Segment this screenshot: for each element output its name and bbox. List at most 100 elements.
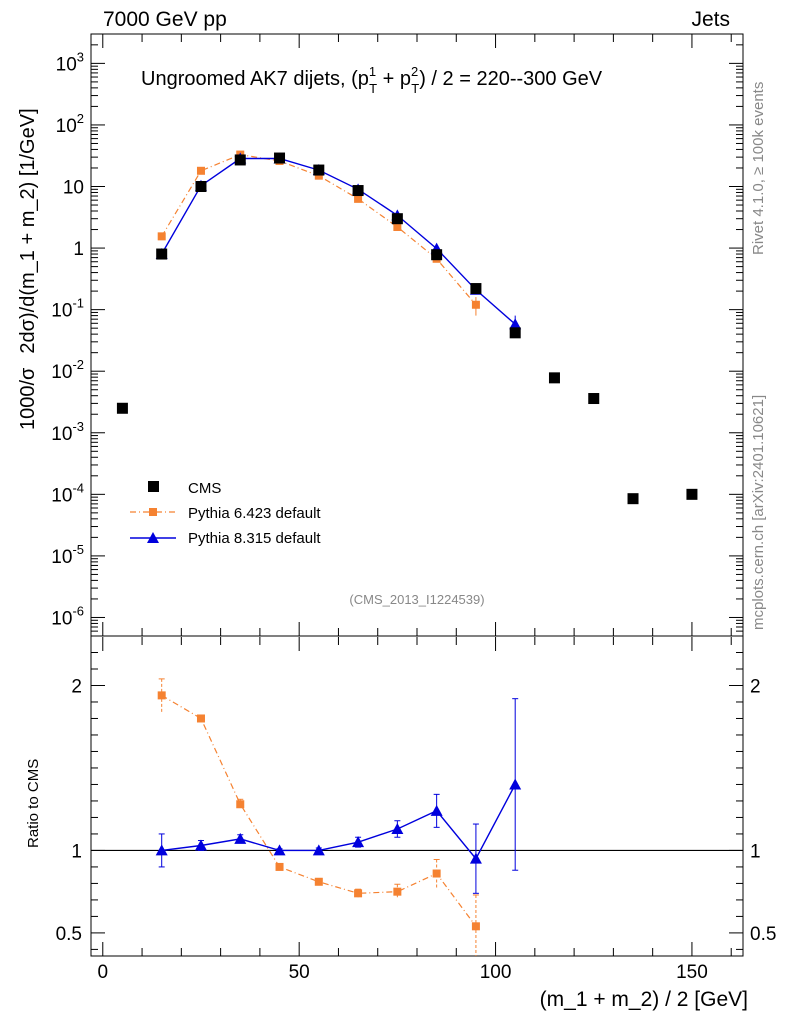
- y-tick-label-base: 10: [51, 362, 72, 383]
- py6-point: [196, 166, 205, 175]
- main-title-sub1: T: [369, 81, 377, 96]
- y-tick-label: 1: [73, 239, 84, 260]
- py6-point: [314, 171, 323, 180]
- mcplots-label: mcplots.cern.ch [arXiv:2401.10621]: [750, 395, 767, 630]
- y-tick-label: 10-4: [51, 480, 84, 506]
- y-tick-label-exp: -5: [72, 542, 84, 557]
- ratio-py8-point: [352, 836, 365, 848]
- main-y-label-a: 1000/σ: [17, 367, 39, 430]
- y-tick-label-base: 10: [56, 116, 77, 137]
- y-tick-label-base: 10: [63, 178, 84, 199]
- py8-series-line: [161, 157, 516, 325]
- ratio-py6-point: [393, 887, 402, 896]
- main-title-mid: + p: [377, 68, 411, 90]
- x-axis-ticks: 0 50 100 150: [97, 34, 732, 983]
- main-y-axis-label: 1000/σ 2dσ)/d(m_1 + m_2) [1/GeV]: [17, 108, 39, 430]
- py8-point: [509, 318, 522, 330]
- ratio-py8-point: [194, 839, 207, 851]
- y-tick-label: 10: [63, 178, 84, 199]
- ratio-py6-point: [432, 869, 441, 878]
- cms-point: [548, 372, 560, 384]
- cms-point: [195, 181, 207, 193]
- ratio-py8-point: [155, 844, 168, 856]
- ratio-py8-point: [391, 822, 404, 834]
- x-tick-label: 50: [289, 962, 310, 983]
- legend-py6-marker: [149, 508, 157, 516]
- cms-point: [234, 154, 246, 166]
- ratio-data-layer: [155, 678, 522, 956]
- cms-point: [313, 164, 325, 176]
- y-tick-label-base: 10: [51, 485, 72, 506]
- cms-point: [509, 327, 521, 339]
- y-tick-label-exp: -1: [72, 296, 84, 311]
- ratio-py6-point: [275, 862, 284, 871]
- y-tick-label-exp: -4: [72, 480, 84, 495]
- ratio-py6-point: [236, 800, 245, 809]
- ratio-py6-point: [157, 691, 166, 700]
- cms-point: [116, 402, 128, 414]
- ratio-py8-point: [312, 844, 325, 856]
- ratio-py8-line: [161, 784, 516, 860]
- ratio-py6-point: [196, 714, 205, 723]
- main-title-sup2: 2: [411, 64, 418, 79]
- main-title-post: ) / 2 = 220--300 GeV: [419, 68, 603, 90]
- y-tick-label: 10-5: [51, 542, 84, 568]
- ratio-py6-point: [314, 877, 323, 886]
- ratio-py8-point: [509, 778, 522, 790]
- legend-cms-label: CMS: [188, 480, 221, 497]
- legend-py8-label: Pythia 8.315 default: [188, 530, 321, 547]
- cms-point: [686, 488, 698, 500]
- y-tick-label-base: 10: [51, 608, 72, 629]
- ratio-y-tick-label-right: 2: [750, 676, 761, 697]
- ratio-py6-point: [471, 922, 480, 931]
- ratio-y-tick-label-left: 2: [71, 676, 82, 697]
- y-tick-label-base: 10: [51, 301, 72, 322]
- y-tick-label: 10-6: [51, 603, 84, 629]
- legend-py6-label: Pythia 6.423 default: [188, 505, 321, 522]
- header-left: 7000 GeV pp: [103, 8, 227, 31]
- ratio-py6-line: [161, 694, 477, 927]
- cms-point: [431, 249, 443, 261]
- y-tick-label-exp: 3: [77, 49, 84, 64]
- ratio-y-tick-label-right: 0.5: [750, 924, 776, 945]
- main-title-sub2: T: [411, 81, 419, 96]
- main-data-layer: [116, 150, 698, 505]
- legend: CMS Pythia 6.423 default Pythia 8.315 de…: [130, 480, 321, 547]
- ratio-py8-point: [234, 832, 247, 844]
- y-tick-label: 10-2: [51, 357, 84, 383]
- legend-cms-marker: [148, 481, 159, 492]
- cms-point: [391, 213, 403, 225]
- ratio-y-tick-label-left: 1: [71, 841, 82, 862]
- cms-point: [627, 493, 639, 505]
- py6-point: [393, 222, 402, 231]
- x-tick-label: 150: [676, 962, 708, 983]
- cms-point: [274, 152, 286, 164]
- y-tick-label: 10-3: [51, 419, 84, 445]
- y-tick-label-exp: -2: [72, 357, 84, 372]
- main-title-pre: Ungroomed AK7 dijets, (p: [141, 68, 369, 90]
- ratio-py8-point: [273, 844, 286, 856]
- y-tick-label-base: 1: [73, 239, 84, 260]
- y-tick-label: 103: [56, 49, 84, 75]
- y-tick-label-exp: -3: [72, 419, 84, 434]
- x-tick-label: 0: [97, 962, 108, 983]
- ratio-y-axis-label: Ratio to CMS: [25, 759, 42, 848]
- py6-point: [354, 194, 363, 203]
- legend-py8-marker: [147, 532, 159, 543]
- y-tick-label-base: 10: [51, 424, 72, 445]
- ratio-y-tick-label-right: 1: [750, 841, 761, 862]
- y-tick-label-base: 10: [56, 54, 77, 75]
- cms-point: [470, 283, 482, 295]
- ratio-py8-point: [430, 804, 443, 816]
- cms-point: [588, 393, 600, 405]
- ratio-plot-frame: [90, 635, 744, 957]
- x-axis-label: (m_1 + m_2) / 2 [GeV]: [540, 988, 748, 1011]
- main-title: Ungroomed AK7 dijets, (p1 T + p2 T) / 2 = …: [141, 64, 603, 96]
- y-tick-label-exp: -6: [72, 603, 84, 618]
- y-tick-label-base: 10: [51, 547, 72, 568]
- cms-point: [352, 185, 364, 197]
- ratio-py8-point: [469, 852, 482, 864]
- py6-point: [471, 300, 480, 309]
